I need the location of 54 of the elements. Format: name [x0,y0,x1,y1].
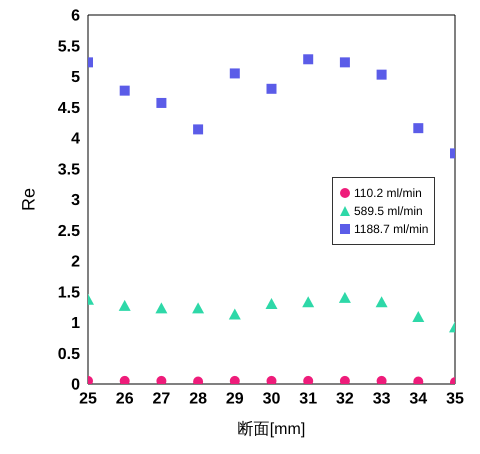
y-tick-label: 0.5 [58,346,80,363]
x-tick-label: 29 [226,390,244,408]
point [340,57,350,68]
x-tick-label: 25 [79,390,97,408]
point [230,68,240,78]
point [413,123,424,134]
x-tick-label: 35 [446,390,464,408]
x-tick-label: 26 [116,390,134,408]
point [376,70,387,80]
point [266,376,276,384]
y-tick-label: 0 [71,376,80,394]
point [302,296,314,308]
x-tick-label: 28 [189,390,208,408]
legend-label: 110.2 ml/min [354,186,422,200]
point [155,302,168,314]
y-tick-label: 3.5 [58,161,80,178]
point [266,298,278,310]
point [118,300,131,311]
x-tick-label: 31 [299,390,318,408]
y-tick-label: 1 [71,315,80,332]
point [156,98,166,108]
y-tick-label: 3 [71,192,80,210]
point [156,376,166,384]
y-axis-title: Re [18,188,38,212]
y-tick-label: 4.5 [58,100,80,117]
point [376,296,388,308]
legend-label: 589.5 ml/min [354,204,423,218]
point [192,302,204,314]
x-axis-title: 断面[mm] [238,420,306,438]
point [193,124,204,134]
point [340,376,350,384]
y-tick-label: 5 [71,69,80,86]
y-tick-label: 2 [71,254,80,271]
y-tick-label: 4 [71,130,80,148]
point [120,376,130,384]
point [376,376,387,384]
point [230,376,240,384]
y-tick-label: 6 [71,8,80,25]
x-tick-label: 32 [336,390,354,408]
x-tick-label: 33 [372,390,391,408]
point [266,84,276,94]
x-tick-label: 27 [152,390,170,408]
point [303,54,314,64]
y-tick-label: 2.5 [58,222,80,240]
x-tick-label: 30 [262,390,280,408]
legend-label: 1188.7 ml/min [354,222,428,236]
y-tick-label: 1.5 [58,284,80,302]
point [303,376,314,384]
point [120,86,130,96]
y-tick-label: 5.5 [58,38,80,56]
x-tick-label: 34 [409,390,428,408]
point [228,308,241,320]
point [338,292,351,303]
point [412,310,424,322]
